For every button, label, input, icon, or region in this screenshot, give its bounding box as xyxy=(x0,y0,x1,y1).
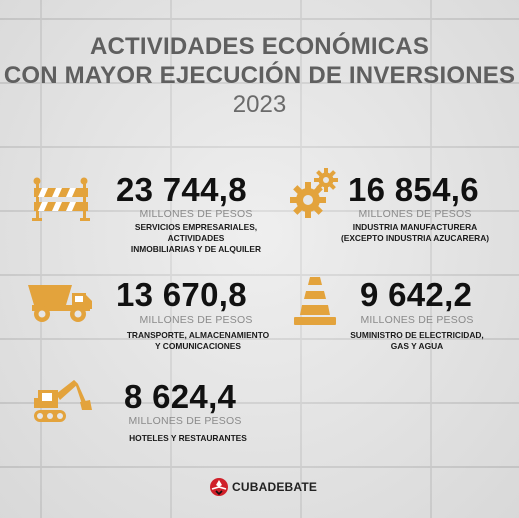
item-desc-4: SUMINISTRO DE ELECTRICIDAD, GAS Y AGUA xyxy=(350,330,484,351)
item-value-4: 9 642,2 xyxy=(360,276,473,313)
title-line-2: CON MAYOR EJECUCIÓN DE INVERSIONES xyxy=(3,62,516,89)
title-line-1: ACTIVIDADES ECONÓMICAS xyxy=(89,33,430,60)
brand: CUBADEBATE xyxy=(209,476,317,498)
item-value-3: 13 670,8 xyxy=(116,276,247,313)
road-barrier-icon xyxy=(32,177,90,221)
item-unit-1: MILLONES DE PESOS xyxy=(139,208,253,220)
item-unit-4: MILLONES DE PESOS xyxy=(360,314,474,326)
item-value-2: 16 854,6 xyxy=(348,171,479,208)
item-unit-5: MILLONES DE PESOS xyxy=(128,415,242,427)
item-unit-3: MILLONES DE PESOS xyxy=(139,314,253,326)
traffic-cone-icon xyxy=(294,277,336,325)
item-desc-2: INDUSTRIA MANUFACTURERA (EXCEPTO INDUSTR… xyxy=(340,222,490,243)
title-year: 2023 xyxy=(232,91,287,118)
brand-name: CUBADEBATE xyxy=(232,480,318,494)
excavator-icon xyxy=(34,380,92,422)
gears-icon xyxy=(290,168,338,218)
item-desc-5: HOTELES Y RESTAURANTES xyxy=(129,433,247,443)
item-desc-1: SERVICIOS EMPRESARIALES, ACTIVIDADES INM… xyxy=(130,222,262,254)
item-value-1: 23 744,8 xyxy=(116,171,247,208)
cubadebate-logo-icon xyxy=(210,478,228,496)
dump-truck-icon xyxy=(28,285,92,322)
item-desc-3: TRANSPORTE, ALMACENAMIENTO Y COMUNICACIO… xyxy=(126,330,270,351)
item-value-5: 8 624,4 xyxy=(124,378,237,415)
item-unit-2: MILLONES DE PESOS xyxy=(358,208,472,220)
